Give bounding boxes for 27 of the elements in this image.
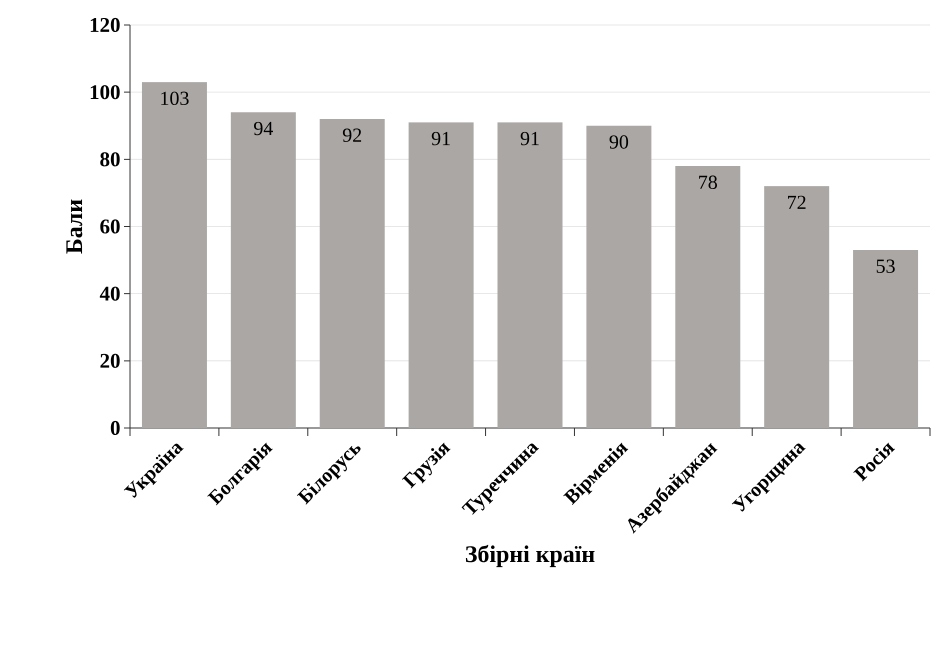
- data-label: 91: [432, 132, 450, 146]
- data-label: 92: [342, 128, 362, 142]
- y-axis-title: Бали: [66, 200, 82, 254]
- bar: [320, 119, 385, 428]
- bar: [142, 82, 207, 428]
- y-tick-label: 20: [100, 354, 120, 368]
- bar: [675, 166, 740, 428]
- y-tick-label: 40: [100, 286, 120, 301]
- bar: [853, 250, 918, 428]
- data-label: 72: [788, 196, 806, 209]
- bar: [230, 112, 296, 428]
- data-label: 90: [610, 135, 628, 149]
- data-label: 103: [161, 92, 189, 106]
- data-label: 94: [254, 122, 273, 136]
- x-axis-title: Збірні країн: [466, 544, 595, 568]
- bar: [764, 186, 830, 428]
- data-label: 53: [876, 260, 895, 273]
- bar: [498, 122, 563, 428]
- y-tick-label: 100: [90, 85, 120, 100]
- y-tick-label: 0: [110, 420, 120, 436]
- bar: [586, 126, 652, 428]
- y-tick-label: 120: [90, 18, 120, 32]
- data-label: 78: [699, 176, 717, 189]
- y-tick-label: 60: [100, 219, 120, 234]
- y-tick-label: 80: [100, 152, 120, 166]
- data-label: 91: [520, 132, 539, 146]
- bar: [408, 122, 474, 428]
